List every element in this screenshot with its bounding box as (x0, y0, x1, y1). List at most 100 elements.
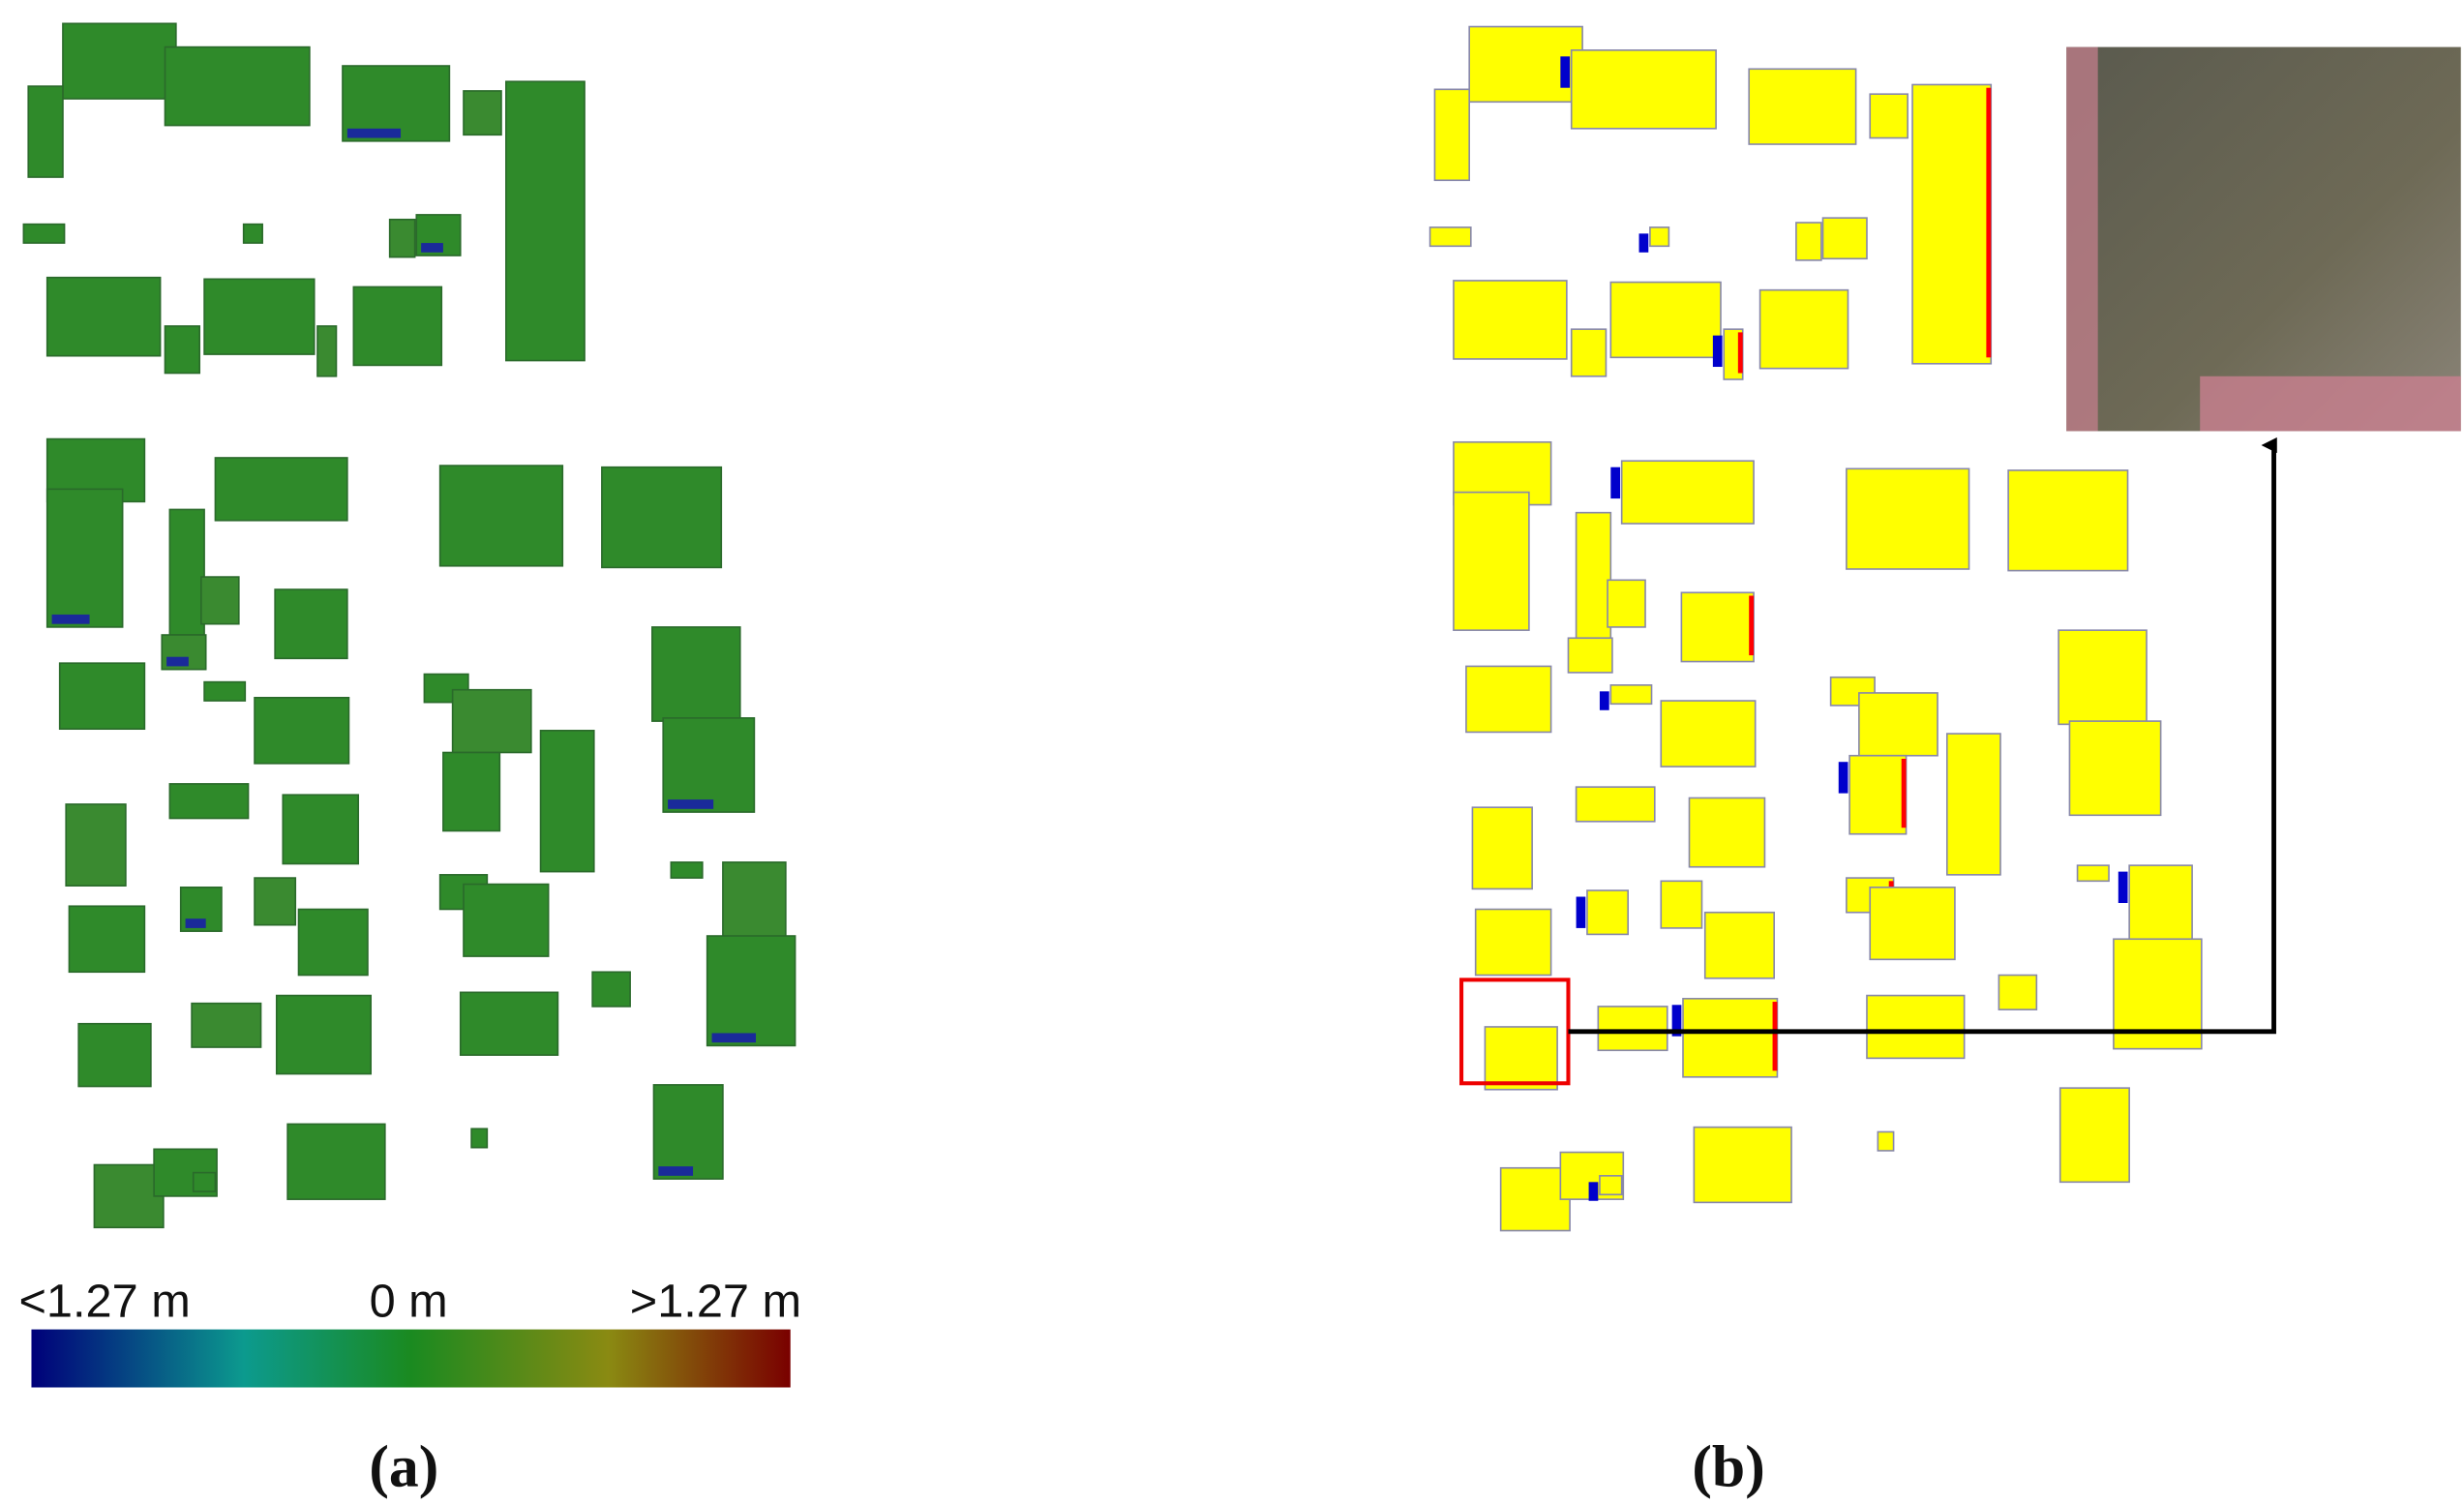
building-diff-error (668, 799, 714, 809)
building-mask (2128, 864, 2193, 945)
buildings (22, 22, 2203, 1232)
building-diff (505, 80, 586, 362)
panel-label: (b) (1692, 1434, 1764, 1500)
building-diff (68, 905, 146, 974)
building-mask (1846, 467, 1970, 570)
building-diff (438, 465, 564, 567)
building-diff (200, 576, 240, 625)
building-diff (539, 730, 595, 873)
inset-photo (2066, 46, 2461, 432)
building-mask (1693, 1126, 1792, 1204)
building-mask-miss (1588, 1182, 1599, 1201)
panel-label: (a) (369, 1434, 438, 1500)
building-diff (214, 457, 348, 522)
building-mask (1428, 226, 1472, 248)
building-mask (1586, 889, 1629, 936)
building-diff (203, 680, 247, 702)
building-mask (2058, 629, 2148, 726)
building-mask (1570, 49, 1717, 130)
building-mask (1848, 754, 1908, 835)
building-mask (1474, 908, 1552, 977)
building-diff (203, 278, 316, 355)
building-mask-miss (1576, 896, 1586, 928)
building-diff (662, 717, 756, 813)
building-mask (2068, 720, 2162, 817)
building-mask-miss (1610, 467, 1621, 499)
building-mask (2007, 469, 2129, 572)
building-diff (352, 286, 443, 367)
building-diff (254, 877, 297, 926)
building-diff (706, 935, 796, 1047)
building-mask (1484, 1026, 1558, 1091)
building-mask (1453, 280, 1568, 360)
building-mask (1599, 1175, 1623, 1196)
building-diff (722, 861, 787, 942)
building-mask (1869, 93, 1909, 139)
building-diff (45, 276, 162, 357)
building-diff (459, 991, 559, 1056)
building-diff-error (711, 1033, 757, 1043)
building-mask (1499, 1166, 1571, 1232)
building-mask (1465, 665, 1552, 734)
building-mask-miss (1638, 233, 1649, 253)
building-mask (1453, 491, 1530, 631)
building-mask-miss (1671, 1005, 1682, 1037)
arrow (1568, 436, 2277, 1035)
building-diff (58, 662, 146, 731)
building-mask (1471, 806, 1533, 890)
building-diff (423, 673, 469, 704)
building-mask (1682, 997, 1779, 1078)
building-mask (1567, 637, 1613, 674)
building-diff-error (346, 128, 402, 138)
building-diff (275, 994, 373, 1075)
building-mask (1575, 786, 1656, 823)
building-mask (1660, 880, 1703, 929)
building-mask (1821, 217, 1868, 260)
building-diff (297, 908, 369, 977)
building-mask-miss (1599, 691, 1609, 710)
building-mask (1597, 1006, 1668, 1052)
building-diff (652, 1084, 724, 1180)
building-diff (601, 466, 723, 569)
building-diff (651, 626, 741, 722)
building-diff (22, 223, 66, 244)
building-mask (1609, 281, 1722, 359)
building-mask-extra (1901, 758, 1907, 828)
building-diff-error (421, 243, 443, 253)
building-diff (470, 1128, 489, 1149)
building-diff (192, 1171, 217, 1192)
building-diff (45, 488, 124, 628)
building-diff (168, 508, 205, 636)
building-diff (415, 214, 462, 256)
building-diff-error (166, 656, 189, 667)
building-diff (463, 90, 502, 136)
building-mask (1795, 222, 1822, 261)
building-diff (316, 325, 338, 377)
building-diff (254, 696, 350, 765)
building-mask-extra (1749, 595, 1755, 656)
building-mask-miss (1712, 335, 1723, 368)
colorbar-max-label: >1.27 m (630, 1276, 801, 1328)
inset-photo-vegetation (2066, 46, 2098, 432)
building-diff (65, 803, 127, 887)
building-mask (1869, 886, 1956, 961)
building-mask-extra (1772, 1002, 1778, 1071)
building-diff (164, 325, 201, 375)
building-mask (1620, 460, 1755, 525)
building-mask (1433, 88, 1470, 182)
building-mask (1877, 1130, 1895, 1152)
building-mask (1570, 328, 1608, 377)
building-mask (1858, 692, 1938, 757)
building-diff (27, 85, 64, 178)
building-mask (1866, 994, 1966, 1060)
building-diff (286, 1123, 386, 1200)
colorbar (31, 1329, 791, 1388)
building-mask (1688, 797, 1766, 868)
building-diff (62, 22, 177, 100)
building-diff-error (185, 918, 206, 928)
building-mask (1680, 591, 1755, 663)
building-mask (2058, 1087, 2130, 1184)
building-mask (2076, 864, 2110, 883)
building-mask (1998, 974, 2038, 1010)
